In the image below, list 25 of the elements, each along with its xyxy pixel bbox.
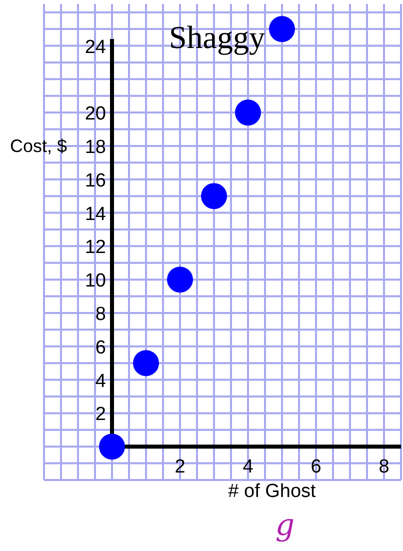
text: g	[275, 508, 295, 543]
point	[269, 16, 295, 42]
y-tick-label: 12	[84, 237, 106, 258]
x-tick-label: 6	[310, 456, 322, 478]
x-tick-label: 2	[174, 456, 186, 478]
point	[235, 100, 261, 126]
y-axis-title: Cost, $	[10, 136, 68, 156]
y-tick-label: 6	[95, 337, 106, 358]
point	[201, 183, 227, 210]
point	[133, 350, 159, 376]
point	[167, 266, 193, 293]
y-tick-label: 4	[95, 370, 106, 392]
y-tick-label: 24	[84, 36, 106, 58]
x-tick-label: 4	[242, 456, 254, 478]
y-tick-label: 8	[95, 304, 106, 325]
y-tick-label: 10	[84, 270, 106, 292]
y-tick-label: 2	[95, 404, 106, 426]
y-tick-label: 18	[84, 136, 106, 158]
point	[99, 434, 125, 460]
x-axis-title: # of Ghost	[228, 481, 317, 502]
y-tick-label: 16	[84, 170, 106, 192]
x-tick-label: 8	[378, 456, 390, 478]
y-tick-label: 14	[84, 204, 106, 225]
text: Shaggy	[169, 19, 265, 55]
y-tick-label: 20	[84, 104, 106, 125]
